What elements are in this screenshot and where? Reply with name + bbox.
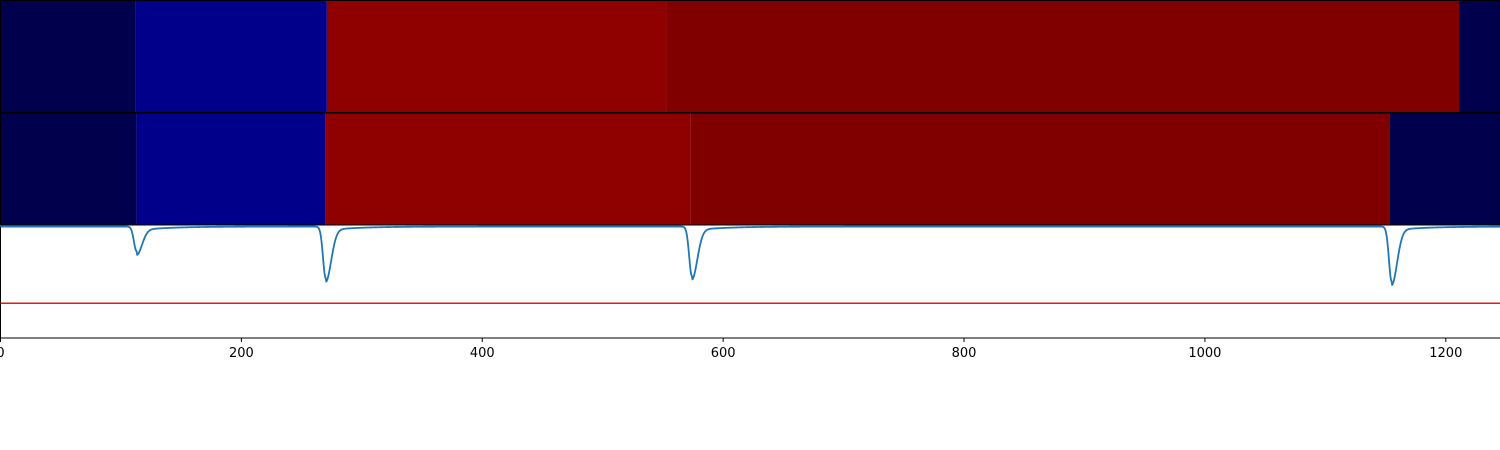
- x-tick-label-1200: 1200: [1429, 346, 1462, 361]
- segment-row-1-bar-5: [1459, 0, 1500, 113]
- x-tick-label-0: 0: [0, 346, 5, 361]
- segment-row-2-frame: [0, 112, 1500, 226]
- segment-row-2-bar-5: [1389, 113, 1500, 225]
- x-tick-label-400: 400: [470, 346, 495, 361]
- x-tick-label-200: 200: [229, 346, 254, 361]
- segment-row-2-bar-4: [690, 113, 1390, 225]
- segment-row-2-bar-2: [136, 113, 326, 225]
- segment-row-1-bar-1: [0, 0, 136, 113]
- segment-row-2-bar-3: [325, 113, 691, 225]
- x-tick-label-800: 800: [952, 346, 977, 361]
- x-tick-label-1000: 1000: [1188, 346, 1221, 361]
- segment-row-1-bar-3: [326, 0, 667, 113]
- series-line: [0, 225, 1500, 286]
- segment-row-1-bar-4: [666, 0, 1460, 113]
- segment-row-2-bar-1: [0, 113, 137, 225]
- x-axis: 0 200 400 600 800 1000 1200: [0, 338, 1462, 361]
- x-tick-label-600: 600: [711, 346, 736, 361]
- segment-rows: [0, 0, 1500, 226]
- line-panel: [0, 225, 1500, 339]
- segment-row-1-bar-2: [135, 0, 327, 113]
